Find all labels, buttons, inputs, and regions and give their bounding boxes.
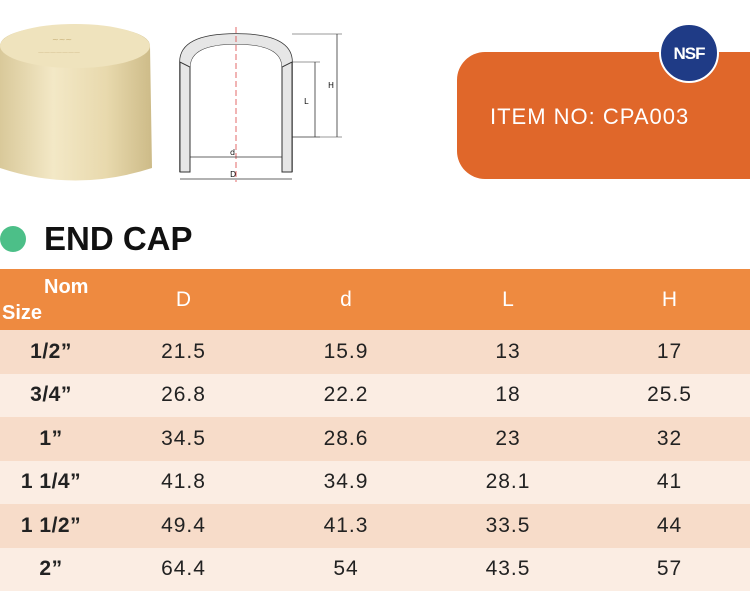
- cell-D: 21.5: [102, 330, 265, 374]
- cell-H: 17: [589, 330, 750, 374]
- cell-d: 54: [265, 548, 427, 591]
- cell-D: 41.8: [102, 461, 265, 505]
- cell-d: 15.9: [265, 330, 427, 374]
- cell-L: 43.5: [427, 548, 589, 591]
- cell-D: 64.4: [102, 548, 265, 591]
- technical-drawing: d D L H: [170, 22, 350, 187]
- table-row: 1/2” 21.5 15.9 13 17: [0, 330, 750, 374]
- table-row: 1 1/2” 49.4 41.3 33.5 44: [0, 504, 750, 548]
- cell-H: 41: [589, 461, 750, 505]
- cell-D: 34.5: [102, 417, 265, 461]
- dimensions-table: Nom Size D d L H 1/2” 21.5 15.9 13 17 3/…: [0, 269, 750, 591]
- table-row: 2” 64.4 54 43.5 57: [0, 548, 750, 591]
- cell-D: 49.4: [102, 504, 265, 548]
- cell-H: 44: [589, 504, 750, 548]
- nsf-badge-text: NSF: [674, 44, 705, 64]
- cell-L: 18: [427, 374, 589, 418]
- header-L: L: [427, 269, 589, 330]
- cell-size: 3/4”: [0, 374, 102, 418]
- cell-d: 22.2: [265, 374, 427, 418]
- cell-d: 28.6: [265, 417, 427, 461]
- header-D: D: [102, 269, 265, 330]
- drawing-label-H: H: [328, 81, 334, 90]
- cell-size: 1”: [0, 417, 102, 461]
- cell-L: 13: [427, 330, 589, 374]
- bullet-icon: [0, 226, 26, 252]
- nsf-badge-icon: NSF: [659, 23, 719, 83]
- item-number: ITEM NO: CPA003: [490, 104, 689, 130]
- cell-H: 25.5: [589, 374, 750, 418]
- cell-size: 1 1/2”: [0, 504, 102, 548]
- cell-d: 41.3: [265, 504, 427, 548]
- header-H: H: [589, 269, 750, 330]
- cell-L: 28.1: [427, 461, 589, 505]
- cell-d: 34.9: [265, 461, 427, 505]
- drawing-label-D: D: [230, 170, 236, 179]
- cell-H: 32: [589, 417, 750, 461]
- drawing-label-d: d: [230, 148, 235, 157]
- page-title: END CAP: [44, 220, 193, 258]
- table-header-row: Nom Size D d L H: [0, 269, 750, 330]
- product-photo: ~~~ ———————: [0, 18, 155, 188]
- svg-text:~~~: ~~~: [52, 35, 72, 44]
- cell-size: 2”: [0, 548, 102, 591]
- cell-H: 57: [589, 548, 750, 591]
- cell-size: 1 1/4”: [0, 461, 102, 505]
- table-row: 1” 34.5 28.6 23 32: [0, 417, 750, 461]
- cell-L: 23: [427, 417, 589, 461]
- cell-D: 26.8: [102, 374, 265, 418]
- table-row: 1 1/4” 41.8 34.9 28.1 41: [0, 461, 750, 505]
- svg-text:———————: ———————: [38, 49, 80, 56]
- header-nom-size: Nom Size: [0, 269, 102, 330]
- drawing-label-L: L: [304, 97, 309, 106]
- cell-size: 1/2”: [0, 330, 102, 374]
- header-nom: Nom: [0, 274, 102, 300]
- header-size: Size: [0, 300, 102, 326]
- cell-L: 33.5: [427, 504, 589, 548]
- table-row: 3/4” 26.8 22.2 18 25.5: [0, 374, 750, 418]
- header-d: d: [265, 269, 427, 330]
